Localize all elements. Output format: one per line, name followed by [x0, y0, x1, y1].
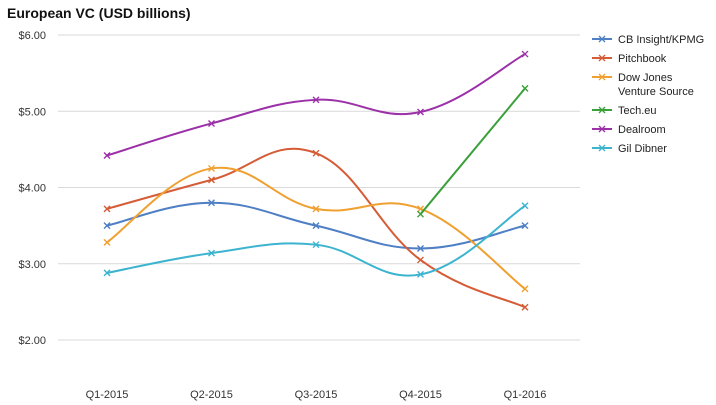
- legend-label: Gil Dibner: [618, 143, 667, 155]
- data-point-pitchbook: [103, 205, 111, 213]
- data-point-cb-insight-kpmg: [417, 245, 424, 252]
- data-point-dow-jones-venture-source: [521, 285, 529, 293]
- data-point-dealroom: [208, 119, 215, 127]
- data-point-dow-jones-venture-source: [208, 164, 215, 172]
- x-tick-label: Q2-2015: [190, 389, 233, 401]
- x-tick-label: Q1-2016: [504, 389, 547, 401]
- legend-item-dow-jones-venture-source[interactable]: Dow Jones Venture Source: [592, 72, 694, 98]
- x-tick-label: Q4-2015: [399, 389, 442, 401]
- data-point-cb-insight-kpmg: [208, 199, 215, 207]
- data-point-dealroom: [103, 151, 111, 159]
- data-point-dealroom: [521, 50, 529, 58]
- x-tick-label: Q3-2015: [295, 389, 338, 401]
- data-point-cb-insight-kpmg: [103, 222, 111, 230]
- legend-item-cb-insight-kpmg[interactable]: CB Insight/KPMG: [592, 34, 704, 46]
- legend-item-dealroom[interactable]: Dealroom: [592, 124, 666, 136]
- data-point-gil-dibner: [208, 249, 215, 257]
- data-point-dow-jones-venture-source: [312, 205, 320, 213]
- y-tick-label: $2.00: [18, 335, 46, 347]
- legend-label: Tech.eu: [618, 105, 657, 117]
- legend-item-gil-dibner[interactable]: Gil Dibner: [592, 143, 667, 155]
- series-line-pitchbook: [106, 147, 526, 309]
- data-point-cb-insight-kpmg: [312, 222, 320, 230]
- y-tick-label: $5.00: [18, 106, 46, 118]
- series-line-dow-jones-venture-source: [106, 166, 526, 290]
- data-point-dow-jones-venture-source: [103, 238, 111, 246]
- data-point-tech-eu: [417, 210, 424, 218]
- data-point-dealroom: [417, 108, 424, 116]
- data-point-pitchbook: [208, 176, 215, 184]
- legend-label: Dealroom: [618, 124, 666, 136]
- data-point-pitchbook: [417, 256, 424, 264]
- series-line-tech-eu: [419, 87, 526, 215]
- data-point-cb-insight-kpmg: [521, 222, 529, 230]
- data-point-gil-dibner: [312, 241, 320, 249]
- y-tick-label: $3.00: [18, 259, 46, 271]
- data-point-dealroom: [312, 96, 320, 104]
- series-line-gil-dibner: [106, 204, 526, 277]
- legend-label: CB Insight/KPMG: [618, 34, 704, 46]
- data-point-gil-dibner: [521, 202, 529, 210]
- legend-item-tech-eu[interactable]: Tech.eu: [592, 105, 657, 117]
- data-point-gil-dibner: [417, 270, 424, 278]
- data-point-tech-eu: [521, 84, 529, 92]
- legend-label: Dow Jones: [618, 72, 673, 84]
- legend-item-pitchbook[interactable]: Pitchbook: [592, 53, 667, 65]
- chart-title: European VC (USD billions): [7, 5, 191, 21]
- x-tick-label: Q1-2015: [86, 389, 129, 401]
- data-point-pitchbook: [521, 303, 529, 311]
- data-point-gil-dibner: [103, 269, 111, 277]
- data-point-pitchbook: [312, 149, 320, 157]
- legend-label: Pitchbook: [618, 53, 667, 65]
- y-tick-label: $4.00: [18, 183, 46, 195]
- y-tick-label: $6.00: [18, 30, 46, 42]
- legend-label: Venture Source: [618, 86, 694, 98]
- series-line-dealroom: [106, 53, 526, 157]
